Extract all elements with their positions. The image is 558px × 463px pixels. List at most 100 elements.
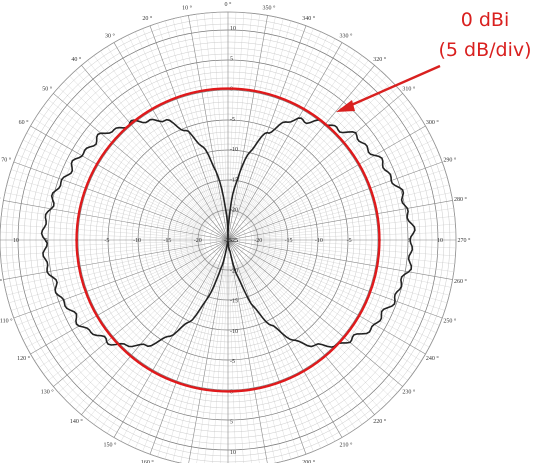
- grid-spoke: [250, 252, 430, 348]
- grid-spoke: [235, 23, 299, 216]
- grid-spoke: [240, 38, 336, 218]
- grid-spoke: [248, 99, 408, 225]
- grid-spoke: [248, 255, 413, 375]
- grid-spoke: [196, 265, 225, 463]
- grid-spoke: [243, 55, 363, 220]
- grid-spoke: [48, 255, 208, 381]
- ring-label: -20: [254, 238, 262, 244]
- grid-spoke: [113, 239, 229, 438]
- grid-spoke: [231, 265, 260, 463]
- grid-spoke: [4, 245, 203, 288]
- angle-label: 350 °: [263, 5, 277, 12]
- ring-label: -20: [230, 208, 238, 214]
- grid-spoke: [16, 249, 204, 326]
- grid-spoke: [211, 12, 227, 215]
- grid-spoke: [48, 99, 208, 225]
- grid-spoke: [227, 239, 426, 355]
- grid-spoke: [253, 223, 456, 239]
- ring-label: -10: [230, 147, 238, 153]
- grid-spoke: [165, 20, 221, 216]
- ring-label: -20: [230, 268, 238, 274]
- grid-spoke: [249, 112, 418, 226]
- grid-spoke: [2, 243, 203, 272]
- grid-spoke: [241, 261, 349, 434]
- angle-label: 320 °: [373, 56, 387, 63]
- grid-spoke: [220, 265, 228, 463]
- grid-spoke: [43, 255, 208, 375]
- ring-label: 10: [437, 238, 443, 244]
- angle-label: 330 °: [340, 33, 354, 40]
- grid-spoke: [253, 243, 454, 272]
- grid-spoke: [230, 265, 252, 463]
- ring-label: -20: [194, 238, 202, 244]
- grid-spoke: [3, 239, 229, 280]
- grid-spoke: [228, 12, 237, 215]
- grid-spoke: [87, 260, 213, 420]
- grid-spoke: [251, 250, 437, 333]
- grid-spoke: [253, 208, 454, 237]
- grid-spoke: [227, 161, 443, 241]
- annotation-line-2: (5 dB/div): [438, 39, 531, 61]
- grid-spoke: [227, 239, 307, 455]
- grid-spoke: [1, 216, 203, 238]
- grid-spoke: [34, 253, 207, 361]
- ring-label: 5: [230, 420, 233, 426]
- grid-spoke: [246, 257, 393, 399]
- grid-spoke: [239, 35, 329, 217]
- grid-spoke: [180, 265, 223, 463]
- grid-spoke: [6, 184, 203, 234]
- angle-label: 30 °: [105, 33, 116, 40]
- ring-label: 10: [230, 26, 236, 32]
- grid-spoke: [0, 223, 203, 239]
- grid-spoke: [2, 208, 203, 237]
- grid-spoke: [237, 264, 314, 452]
- angle-label: 120 °: [17, 355, 31, 362]
- angle-label: 250 °: [443, 318, 457, 325]
- angle-label: 80 °: [0, 196, 1, 203]
- grid-spoke: [242, 50, 356, 219]
- grid-spoke: [247, 87, 398, 223]
- grid-spoke: [239, 263, 329, 445]
- grid-spoke: [93, 260, 213, 425]
- grid-spoke: [188, 239, 229, 463]
- ring-label: -15: [285, 238, 293, 244]
- grid-spoke: [120, 262, 216, 442]
- grid-spoke: [245, 70, 381, 221]
- grid-spoke: [16, 154, 204, 231]
- grid-spoke: [233, 265, 276, 463]
- grid-spoke: [251, 147, 437, 230]
- ring-label: 10: [230, 450, 236, 456]
- annotation: 0 dBi (5 dB/div): [336, 9, 532, 112]
- grid-spoke: [227, 239, 268, 463]
- grid-spoke: [235, 264, 291, 460]
- grid-spoke: [81, 239, 229, 415]
- grid-spoke: [245, 259, 381, 410]
- ring-label: -5: [230, 359, 235, 365]
- grid-spoke: [253, 216, 455, 238]
- grid-spoke: [230, 13, 252, 215]
- grid-spoke: [69, 258, 211, 405]
- grid-spoke: [241, 46, 349, 219]
- angle-label: 50 °: [42, 85, 53, 92]
- grid-spoke: [253, 242, 455, 264]
- grid-spoke: [53, 239, 229, 387]
- grid-spoke: [252, 169, 445, 233]
- grid-spoke: [227, 125, 426, 241]
- ring-label: 10: [13, 238, 19, 244]
- grid-spoke: [219, 12, 228, 215]
- grid-spoke: [11, 169, 204, 233]
- grid-spoke: [93, 55, 213, 220]
- grid-spoke: [157, 264, 221, 457]
- grid-spoke: [227, 65, 375, 241]
- grid-spoke: [142, 264, 219, 452]
- ring-label: -10: [230, 329, 238, 335]
- grid-spoke: [245, 258, 387, 405]
- angle-label: 310 °: [402, 85, 416, 92]
- grid-spoke: [19, 250, 205, 333]
- grid-spoke: [157, 23, 221, 216]
- grid-spoke: [249, 119, 422, 227]
- grid-spoke: [227, 200, 453, 241]
- grid-spoke: [100, 50, 214, 219]
- grid-spoke: [247, 257, 398, 393]
- grid-spoke: [142, 28, 219, 216]
